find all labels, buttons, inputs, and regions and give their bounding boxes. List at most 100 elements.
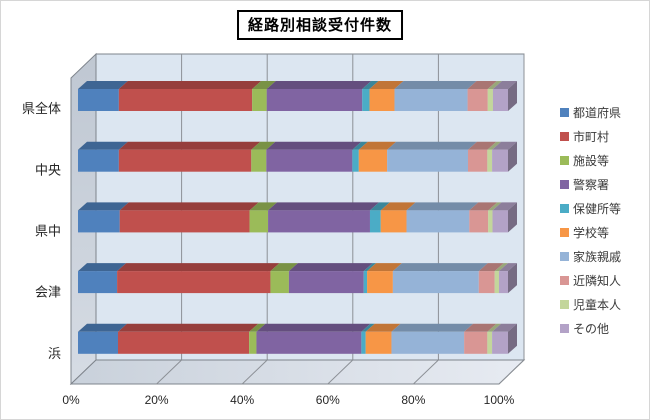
bar-segment	[117, 271, 271, 294]
bar-segment-top	[256, 323, 371, 332]
category-label: 会津	[35, 285, 61, 300]
bar-segment-top	[369, 202, 390, 211]
bar-end-cap	[508, 141, 517, 172]
legend-swatch	[560, 227, 569, 237]
bar-segment	[487, 89, 493, 111]
legend-item: 都道府県	[560, 100, 648, 124]
bar-segment-top	[494, 263, 508, 272]
bar-segment-top	[492, 323, 517, 332]
bar-segment	[78, 210, 120, 233]
bar-segment-top	[288, 263, 373, 272]
bar-segment-top	[492, 81, 517, 89]
bar-segment-top	[363, 263, 377, 272]
bar-segment	[367, 271, 393, 294]
bar-segment	[363, 271, 368, 294]
bar-segment	[365, 331, 392, 354]
bar-segment	[119, 210, 250, 233]
bar-segment-top	[268, 202, 379, 211]
legend-item: 警察署	[560, 172, 648, 196]
bar-segment-top	[266, 141, 362, 150]
bar-segment-top	[367, 263, 402, 272]
legend-label: 施設等	[573, 153, 610, 168]
legend-item: 市町村	[560, 124, 648, 148]
bar-end-cap	[508, 323, 517, 354]
bar-segment	[488, 210, 493, 233]
x-axis-tick-label: 60%	[316, 393, 340, 407]
bar-segment-top	[380, 202, 416, 211]
bar-segment-top	[492, 141, 517, 150]
bar-segment	[249, 331, 257, 354]
bar-segment-top	[270, 263, 298, 272]
grid-line-floor	[156, 359, 182, 385]
bar-segment	[251, 149, 267, 172]
bar-segment-top	[117, 323, 259, 332]
legend-label: その他	[573, 321, 610, 336]
bar-segment	[406, 210, 470, 233]
bar-segment-top	[464, 323, 497, 332]
bar-segment	[464, 331, 488, 354]
grid-line-floor	[241, 359, 268, 385]
bar-segment	[249, 210, 269, 233]
bar-segment-top	[78, 263, 127, 272]
bar-end-cap	[508, 202, 517, 233]
bar-segment-top	[78, 202, 129, 211]
bar-end-cap	[508, 263, 517, 294]
bar-segment	[118, 89, 253, 111]
bar-segment	[361, 331, 366, 354]
bar-segment-top	[252, 81, 276, 89]
bar-segment-top	[118, 81, 262, 89]
bar-segment	[369, 210, 381, 233]
bar-segment	[492, 149, 508, 172]
bar-segment	[487, 331, 493, 354]
legend-item: 児童本人	[560, 292, 648, 316]
legend-item: その他	[560, 316, 648, 340]
bar-segment-top	[487, 81, 502, 89]
category-label: 中央	[35, 162, 61, 177]
bar-segment-top	[249, 323, 266, 332]
legend-swatch	[560, 131, 569, 141]
legend: 都道府県 市町村 施設等 警察署 保健所等 学校等 家族親戚 近隣知人	[560, 100, 648, 340]
x-axis-tick-label: 20%	[145, 393, 169, 407]
bar-segment-top	[119, 202, 259, 211]
bar-segment	[118, 149, 252, 172]
category-label: 県全体	[22, 101, 61, 116]
bar-segment	[468, 149, 488, 172]
category-label: 県中	[35, 224, 61, 239]
bar-segment	[266, 149, 353, 172]
legend-swatch	[560, 251, 569, 261]
bar-segment-top	[362, 81, 379, 89]
legend-swatch	[560, 203, 569, 213]
bar-segment	[270, 271, 289, 294]
grid-line-floor	[498, 359, 525, 385]
bar-segment-top	[249, 202, 278, 211]
bar-segment	[391, 331, 465, 354]
bar-end-cap	[508, 81, 517, 111]
bar-segment	[288, 271, 364, 294]
bar-segment	[252, 89, 267, 111]
bar-segment	[492, 89, 508, 111]
bar-segment-top	[78, 81, 128, 89]
legend-label: 学校等	[573, 225, 610, 240]
legend-label: 家族親戚	[573, 249, 622, 264]
bar-segment-top	[406, 202, 479, 211]
bar-segment	[492, 331, 508, 354]
bar-segment	[392, 271, 479, 294]
bar-segment-top	[352, 141, 368, 150]
bar-segment	[266, 89, 363, 111]
bar-segment-top	[266, 81, 372, 89]
legend-swatch	[560, 107, 569, 117]
bar-segment	[487, 149, 493, 172]
bar-segment	[387, 149, 469, 172]
bar-segment	[394, 89, 468, 111]
bar-segment	[494, 271, 499, 294]
bar-segment-top	[358, 141, 397, 150]
category-label: 浜	[48, 346, 61, 361]
legend-item: 家族親戚	[560, 244, 648, 268]
bar-segment	[256, 331, 362, 354]
x-axis-tick-label: 80%	[401, 393, 425, 407]
bar-segment	[358, 149, 388, 172]
bar-segment	[467, 89, 488, 111]
bar-segment-top	[78, 141, 128, 150]
bar-segment-top	[387, 141, 478, 150]
